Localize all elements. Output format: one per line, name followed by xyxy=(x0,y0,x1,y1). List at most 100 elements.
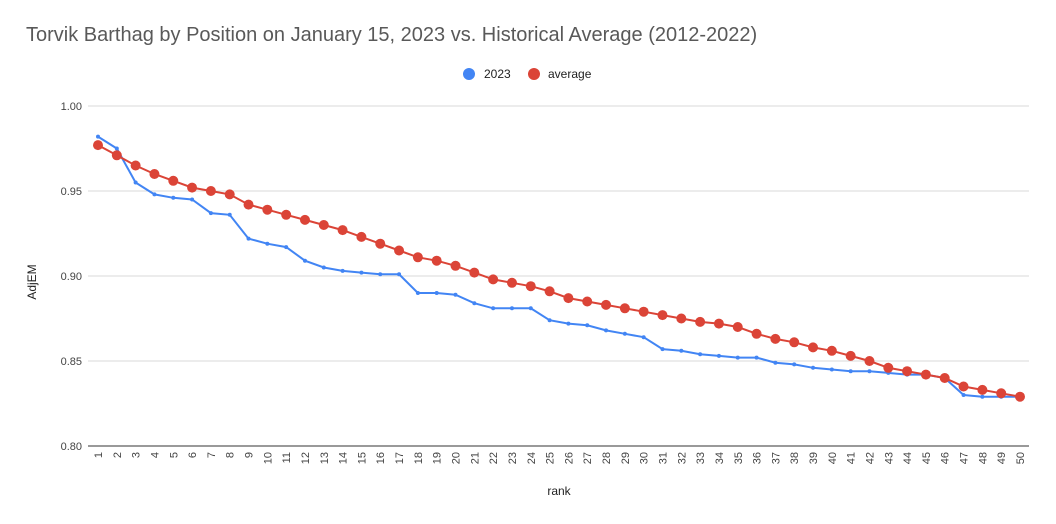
data-point-average xyxy=(996,388,1007,399)
data-point-2023 xyxy=(359,270,364,275)
x-tick-label: 5 xyxy=(168,452,180,458)
x-tick-label: 29 xyxy=(620,452,632,464)
data-point-2023 xyxy=(453,292,458,297)
data-point-2023 xyxy=(152,192,157,197)
data-point-2023 xyxy=(265,241,270,246)
data-point-average xyxy=(149,169,160,179)
data-point-2023 xyxy=(622,331,627,336)
data-point-2023 xyxy=(585,323,590,328)
data-point-2023 xyxy=(848,369,853,374)
x-tick-label: 3 xyxy=(131,452,143,458)
x-axis-ticks: 1 2 3 4 5 6 7 8 9 10 11 12 13 14 15 16 17 18 19 20 21 22 23 24 2… xyxy=(93,452,1027,464)
data-point-average xyxy=(582,296,593,307)
data-point-average xyxy=(770,333,781,344)
data-point-average xyxy=(224,189,235,200)
x-tick-label: 35 xyxy=(733,452,745,464)
data-point-2023 xyxy=(434,291,439,295)
data-point-2023 xyxy=(961,393,966,397)
data-point-2023 xyxy=(547,318,552,323)
y-tick-label: 0.85 xyxy=(61,356,82,368)
data-point-average xyxy=(337,225,348,236)
data-point-average xyxy=(469,267,480,278)
x-tick-label: 21 xyxy=(469,452,481,464)
data-point-average xyxy=(751,328,762,339)
data-point-average xyxy=(506,277,517,288)
x-axis-title: rank xyxy=(547,484,571,498)
y-tick-label: 1.00 xyxy=(61,101,82,113)
x-tick-label: 24 xyxy=(526,452,538,464)
data-point-2023 xyxy=(415,291,420,295)
data-point-average xyxy=(450,260,461,271)
data-point-2023 xyxy=(397,272,402,277)
data-point-average xyxy=(902,366,913,377)
x-tick-label: 27 xyxy=(582,452,594,464)
data-point-2023 xyxy=(227,212,232,217)
x-tick-label: 12 xyxy=(300,452,312,464)
x-tick-label: 15 xyxy=(356,452,368,464)
data-point-average xyxy=(939,373,950,383)
legend: 2023 average xyxy=(463,67,592,81)
chart-title: Torvik Barthag by Position on January 15… xyxy=(26,24,758,46)
data-point-average xyxy=(695,316,706,327)
data-point-average xyxy=(657,310,668,321)
x-tick-label: 39 xyxy=(808,452,820,464)
data-point-2023 xyxy=(284,245,289,250)
data-point-2023 xyxy=(378,272,383,277)
data-point-2023 xyxy=(773,360,778,365)
data-point-average xyxy=(638,306,649,317)
data-point-2023 xyxy=(340,268,345,273)
data-point-2023 xyxy=(208,211,213,216)
x-tick-label: 47 xyxy=(959,452,971,464)
data-point-2023 xyxy=(735,355,740,360)
x-tick-label: 23 xyxy=(507,452,519,464)
data-point-average xyxy=(601,299,612,310)
x-tick-label: 40 xyxy=(827,452,839,464)
data-point-average xyxy=(187,182,198,193)
data-point-2023 xyxy=(114,146,119,151)
x-tick-label: 19 xyxy=(432,452,444,464)
legend-marker-2023 xyxy=(463,68,475,80)
data-point-2023 xyxy=(190,197,195,202)
data-point-2023 xyxy=(811,365,816,370)
data-point-average xyxy=(243,199,254,210)
data-point-2023 xyxy=(867,369,872,374)
x-tick-label: 14 xyxy=(338,452,350,464)
series-layer xyxy=(93,134,1025,402)
series-line-2023 xyxy=(97,135,1020,398)
x-tick-label: 16 xyxy=(375,452,387,464)
data-point-2023 xyxy=(509,306,514,311)
x-tick-label: 1 xyxy=(93,452,105,458)
x-tick-label: 30 xyxy=(639,452,651,464)
data-point-average xyxy=(262,204,273,215)
data-point-2023 xyxy=(566,321,571,326)
data-point-2023 xyxy=(472,301,477,306)
series-line-average xyxy=(97,144,1021,398)
x-tick-label: 44 xyxy=(902,452,914,464)
y-tick-label: 0.90 xyxy=(61,271,82,283)
x-tick-label: 28 xyxy=(601,452,613,464)
data-point-average xyxy=(845,350,856,361)
x-tick-label: 32 xyxy=(676,452,688,464)
data-point-average xyxy=(732,322,743,332)
y-axis-title: AdjEM xyxy=(25,264,39,299)
data-point-2023 xyxy=(792,362,797,367)
x-tick-label: 41 xyxy=(846,452,858,464)
x-tick-label: 46 xyxy=(940,452,952,464)
data-point-2023 xyxy=(980,394,985,399)
data-point-2023 xyxy=(246,236,251,241)
data-point-2023 xyxy=(604,328,609,333)
data-point-average xyxy=(318,220,329,230)
x-tick-label: 33 xyxy=(695,452,707,464)
data-point-2023 xyxy=(679,348,684,353)
x-tick-label: 38 xyxy=(789,452,801,464)
legend-label-average: average xyxy=(548,67,592,81)
data-point-average xyxy=(826,345,837,356)
data-point-average xyxy=(111,150,122,161)
data-point-2023 xyxy=(829,367,834,372)
data-point-average xyxy=(281,209,292,220)
data-point-2023 xyxy=(133,180,138,185)
x-tick-label: 7 xyxy=(206,452,218,458)
data-point-average xyxy=(883,362,894,373)
data-point-2023 xyxy=(754,355,759,360)
x-tick-label: 26 xyxy=(563,452,575,464)
